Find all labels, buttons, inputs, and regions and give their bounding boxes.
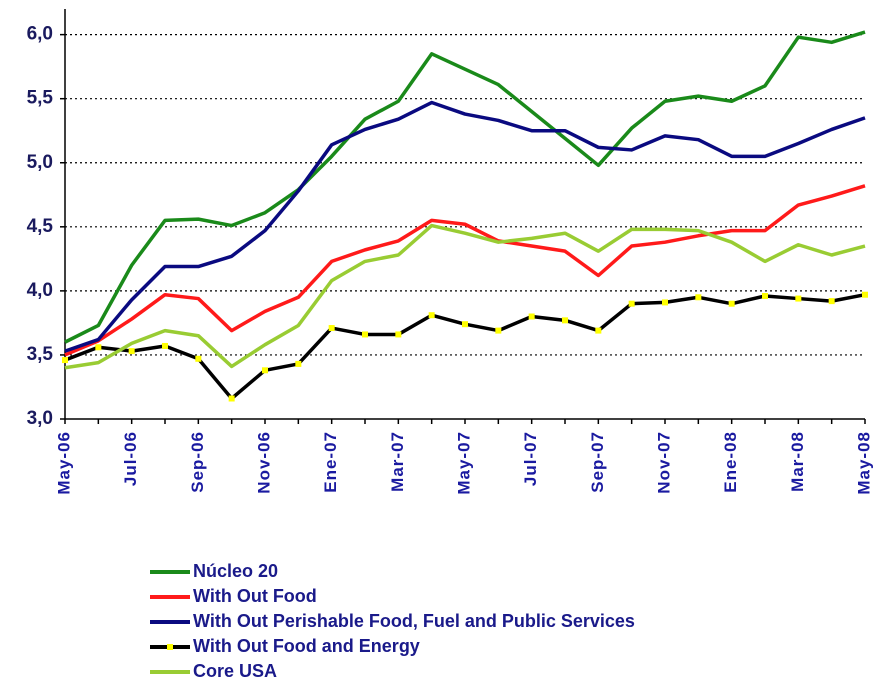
series-line [64,100,866,353]
legend-marker [167,644,173,650]
point-marker [162,342,168,349]
point-marker [262,367,268,374]
x-tick-label: Ene-08 [721,431,740,493]
point-marker [362,331,368,338]
y-tick-label: 3,0 [27,408,53,429]
x-tick-label: May-07 [454,431,473,495]
x-tick-label: Jul-06 [121,431,140,486]
point-marker [628,300,635,307]
y-tick-label: 4,0 [27,280,53,301]
legend-label: Núcleo 20 [193,561,278,581]
y-tick-label: 5,5 [27,88,54,109]
point-marker [428,312,435,319]
y-tick-label: 3,5 [27,344,54,365]
x-tick-label: Mar-07 [388,431,407,492]
series-line [64,30,866,344]
x-tick-label: May-06 [54,431,73,495]
legend-label: With Out Food [193,586,317,606]
series-line [64,184,866,357]
legend-label: With Out Perishable Food, Fuel and Publi… [193,611,635,631]
point-marker [595,327,602,334]
point-marker [695,294,702,301]
point-marker [828,298,835,305]
y-tick-label: 5,0 [27,152,53,173]
x-tick-label: Sep-07 [588,431,607,493]
point-marker [328,325,335,332]
x-tick-label: May-08 [854,431,873,495]
point-marker [95,344,102,351]
point-marker [295,360,302,367]
point-marker [462,321,468,328]
point-marker [195,355,202,362]
legend-label: With Out Food and Energy [193,636,420,656]
legend-label: Core USA [193,661,277,681]
x-tick-label: Ene-07 [321,431,340,493]
point-marker [562,317,568,324]
point-marker [228,395,235,402]
x-tick-label: Nov-07 [654,431,673,494]
x-tick-label: Jul-07 [521,431,540,486]
x-tick-label: Sep-06 [188,431,207,493]
point-marker [862,291,868,298]
x-tick-label: Mar-08 [788,431,807,492]
point-marker [728,300,735,307]
series-line [64,223,866,370]
y-tick-label: 4,5 [27,216,54,237]
series-line [64,293,866,401]
point-marker [62,357,68,364]
point-marker [495,327,502,334]
x-tick-label: Nov-06 [254,431,273,494]
point-marker [795,295,802,302]
point-marker [662,299,668,306]
point-marker [528,313,535,320]
y-tick-label: 6,0 [27,24,53,45]
point-marker [128,348,135,355]
point-marker [395,331,402,338]
point-marker [762,293,768,299]
